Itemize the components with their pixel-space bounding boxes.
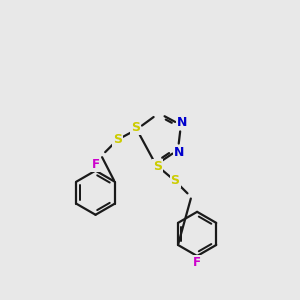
- Text: N: N: [177, 116, 188, 129]
- Text: S: S: [131, 122, 140, 134]
- Text: S: S: [113, 133, 122, 146]
- Text: S: S: [153, 160, 162, 173]
- Text: S: S: [170, 174, 179, 188]
- Text: F: F: [193, 256, 201, 269]
- Text: F: F: [92, 158, 100, 171]
- Text: N: N: [174, 146, 184, 159]
